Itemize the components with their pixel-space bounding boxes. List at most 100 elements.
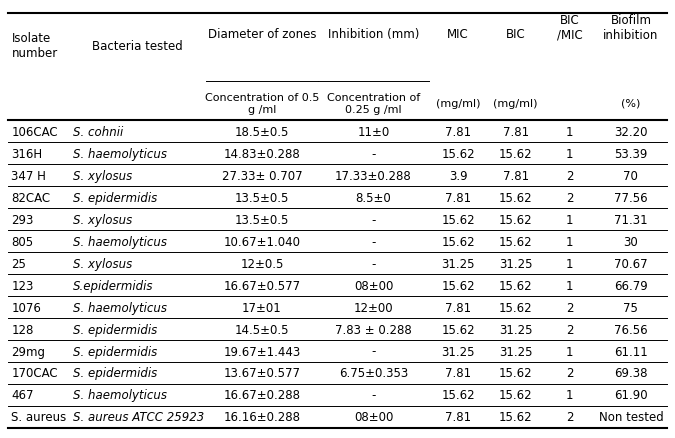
Text: 19.67±1.443: 19.67±1.443 [223, 345, 300, 358]
Text: 15.62: 15.62 [499, 213, 533, 226]
Text: 16.67±0.577: 16.67±0.577 [223, 279, 300, 292]
Text: 128: 128 [11, 323, 34, 336]
Text: 1: 1 [566, 126, 574, 138]
Text: 2: 2 [566, 170, 574, 182]
Text: 12±0.5: 12±0.5 [240, 257, 284, 270]
Text: 8.5±0: 8.5±0 [356, 191, 392, 204]
Text: 71.31: 71.31 [614, 213, 648, 226]
Text: 31.25: 31.25 [499, 345, 533, 358]
Text: 15.62: 15.62 [499, 235, 533, 248]
Text: (mg/ml): (mg/ml) [493, 99, 538, 109]
Text: -: - [371, 235, 376, 248]
Text: 293: 293 [11, 213, 34, 226]
Text: 31.25: 31.25 [441, 257, 475, 270]
Text: 1: 1 [566, 345, 574, 358]
Text: 15.62: 15.62 [499, 367, 533, 380]
Text: 53.39: 53.39 [614, 148, 647, 160]
Text: 31.25: 31.25 [499, 257, 533, 270]
Text: 30: 30 [624, 235, 639, 248]
Text: 15.62: 15.62 [499, 301, 533, 314]
Text: 15.62: 15.62 [441, 148, 475, 160]
Text: 08±00: 08±00 [354, 279, 393, 292]
Text: S. epidermidis: S. epidermidis [73, 367, 157, 380]
Text: -: - [371, 148, 376, 160]
Text: 2: 2 [566, 410, 574, 424]
Text: 7.81: 7.81 [445, 367, 471, 380]
Text: 16.16±0.288: 16.16±0.288 [223, 410, 300, 424]
Text: Inhibition (mm): Inhibition (mm) [328, 28, 419, 40]
Text: 1: 1 [566, 213, 574, 226]
Text: 805: 805 [11, 235, 34, 248]
Text: 10.67±1.040: 10.67±1.040 [223, 235, 300, 248]
Text: MIC: MIC [448, 28, 469, 40]
Text: Biofilm
inhibition: Biofilm inhibition [603, 14, 659, 42]
Text: 82CAC: 82CAC [11, 191, 51, 204]
Text: 1: 1 [566, 235, 574, 248]
Text: 7.81: 7.81 [445, 301, 471, 314]
Text: 15.62: 15.62 [441, 279, 475, 292]
Text: 7.81: 7.81 [503, 126, 529, 138]
Text: 2: 2 [566, 367, 574, 380]
Text: 15.62: 15.62 [441, 323, 475, 336]
Text: 13.5±0.5: 13.5±0.5 [235, 213, 289, 226]
Text: 2: 2 [566, 191, 574, 204]
Text: BIC
/MIC: BIC /MIC [557, 14, 583, 42]
Text: 467: 467 [11, 389, 34, 402]
Text: 15.62: 15.62 [499, 148, 533, 160]
Text: S. haemolyticus: S. haemolyticus [73, 301, 167, 314]
Text: S. cohnii: S. cohnii [73, 126, 123, 138]
Text: 27.33± 0.707: 27.33± 0.707 [221, 170, 302, 182]
Text: 15.62: 15.62 [441, 235, 475, 248]
Text: S. aureus ATCC 25923: S. aureus ATCC 25923 [73, 410, 204, 424]
Text: 16.67±0.288: 16.67±0.288 [223, 389, 300, 402]
Text: S.epidermidis: S.epidermidis [73, 279, 153, 292]
Text: 7.81: 7.81 [503, 170, 529, 182]
Text: 08±00: 08±00 [354, 410, 393, 424]
Text: 15.62: 15.62 [499, 279, 533, 292]
Text: 1: 1 [566, 389, 574, 402]
Text: (%): (%) [621, 99, 641, 109]
Text: 14.5±0.5: 14.5±0.5 [235, 323, 289, 336]
Text: Isolate
number: Isolate number [11, 32, 58, 60]
Text: 7.83 ± 0.288: 7.83 ± 0.288 [335, 323, 412, 336]
Text: Diameter of zones: Diameter of zones [208, 28, 316, 40]
Text: 25: 25 [11, 257, 26, 270]
Text: 13.5±0.5: 13.5±0.5 [235, 191, 289, 204]
Text: 32.20: 32.20 [614, 126, 647, 138]
Text: -: - [371, 345, 376, 358]
Text: 2: 2 [566, 323, 574, 336]
Text: 2: 2 [566, 301, 574, 314]
Text: 31.25: 31.25 [499, 323, 533, 336]
Text: 15.62: 15.62 [499, 410, 533, 424]
Text: 15.62: 15.62 [441, 213, 475, 226]
Text: 70: 70 [624, 170, 639, 182]
Text: 1: 1 [566, 279, 574, 292]
Text: 1: 1 [566, 257, 574, 270]
Text: 29mg: 29mg [11, 345, 45, 358]
Text: 7.81: 7.81 [445, 410, 471, 424]
Text: 31.25: 31.25 [441, 345, 475, 358]
Text: -: - [371, 389, 376, 402]
Text: BIC: BIC [506, 28, 526, 40]
Text: 13.67±0.577: 13.67±0.577 [223, 367, 300, 380]
Text: -: - [371, 213, 376, 226]
Text: S. epidermidis: S. epidermidis [73, 191, 157, 204]
Text: Concentration of 0.5
g /ml: Concentration of 0.5 g /ml [205, 93, 319, 114]
Text: 70.67: 70.67 [614, 257, 648, 270]
Text: 17.33±0.288: 17.33±0.288 [335, 170, 412, 182]
Text: 1076: 1076 [11, 301, 41, 314]
Text: Bacteria tested: Bacteria tested [92, 39, 183, 53]
Text: 3.9: 3.9 [449, 170, 467, 182]
Text: S. haemolyticus: S. haemolyticus [73, 389, 167, 402]
Text: 7.81: 7.81 [445, 191, 471, 204]
Text: S. epidermidis: S. epidermidis [73, 345, 157, 358]
Text: S. xylosus: S. xylosus [73, 170, 132, 182]
Text: 1: 1 [566, 148, 574, 160]
Text: 17±01: 17±01 [242, 301, 281, 314]
Text: 14.83±0.288: 14.83±0.288 [223, 148, 300, 160]
Text: 170CAC: 170CAC [11, 367, 58, 380]
Text: (mg/ml): (mg/ml) [436, 99, 481, 109]
Text: 15.62: 15.62 [499, 389, 533, 402]
Text: -: - [371, 257, 376, 270]
Text: 75: 75 [624, 301, 639, 314]
